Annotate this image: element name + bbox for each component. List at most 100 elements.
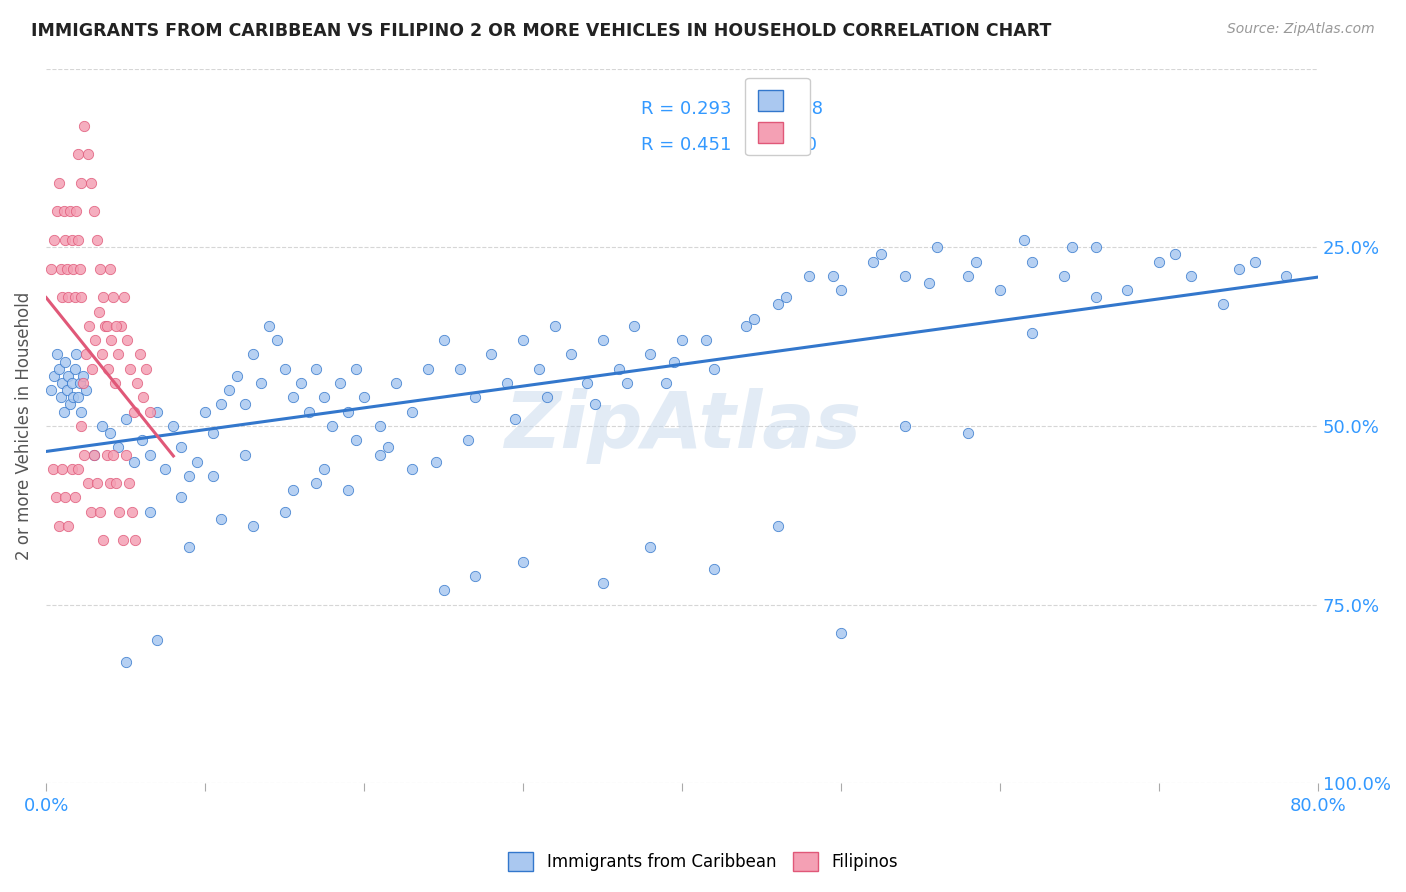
Point xyxy=(290,376,312,390)
Point xyxy=(46,347,69,361)
Point xyxy=(48,519,70,533)
Point xyxy=(60,376,83,390)
Point xyxy=(108,505,131,519)
Point xyxy=(536,390,558,404)
Point xyxy=(76,476,98,491)
Point xyxy=(1227,261,1250,276)
Point xyxy=(457,434,479,448)
Point xyxy=(1116,283,1139,297)
Point xyxy=(988,283,1011,297)
Legend: , : , xyxy=(745,78,810,155)
Point xyxy=(59,397,82,411)
Point xyxy=(377,441,399,455)
Point xyxy=(965,254,987,268)
Point xyxy=(76,147,98,161)
Point xyxy=(337,404,360,418)
Point xyxy=(1053,268,1076,283)
Point xyxy=(433,333,456,347)
Point xyxy=(93,290,115,304)
Point xyxy=(775,290,797,304)
Point xyxy=(105,318,128,333)
Point xyxy=(1275,268,1298,283)
Point xyxy=(80,505,103,519)
Point xyxy=(893,419,915,434)
Point xyxy=(1147,254,1170,268)
Point xyxy=(135,361,157,376)
Point xyxy=(48,176,70,190)
Point xyxy=(60,233,83,247)
Point xyxy=(39,383,62,397)
Point xyxy=(416,361,439,376)
Point xyxy=(101,448,124,462)
Point xyxy=(73,119,96,133)
Point xyxy=(122,404,145,418)
Legend: Immigrants from Caribbean, Filipinos: Immigrants from Caribbean, Filipinos xyxy=(501,843,905,880)
Point xyxy=(94,318,117,333)
Point xyxy=(1212,297,1234,311)
Point xyxy=(52,204,75,219)
Point xyxy=(233,397,256,411)
Point xyxy=(124,533,146,548)
Point xyxy=(96,318,118,333)
Point xyxy=(893,268,915,283)
Point xyxy=(179,541,201,555)
Point xyxy=(56,383,79,397)
Y-axis label: 2 or more Vehicles in Household: 2 or more Vehicles in Household xyxy=(15,292,32,560)
Point xyxy=(48,361,70,376)
Point xyxy=(41,462,63,476)
Point xyxy=(640,541,662,555)
Point xyxy=(623,318,645,333)
Point xyxy=(51,462,73,476)
Point xyxy=(616,376,638,390)
Point xyxy=(242,347,264,361)
Point xyxy=(56,261,79,276)
Point xyxy=(98,426,121,441)
Point xyxy=(862,254,884,268)
Point xyxy=(202,469,225,483)
Point xyxy=(250,376,273,390)
Point xyxy=(53,233,76,247)
Point xyxy=(89,505,111,519)
Point xyxy=(129,347,152,361)
Point xyxy=(401,404,423,418)
Point xyxy=(703,562,725,576)
Point xyxy=(69,376,91,390)
Point xyxy=(66,147,89,161)
Point xyxy=(695,333,717,347)
Point xyxy=(1084,290,1107,304)
Point xyxy=(464,569,486,583)
Point xyxy=(86,233,108,247)
Point xyxy=(170,441,193,455)
Point xyxy=(703,361,725,376)
Point xyxy=(233,448,256,462)
Point xyxy=(1180,268,1202,283)
Point xyxy=(425,455,447,469)
Point xyxy=(209,512,232,526)
Point xyxy=(273,361,295,376)
Point xyxy=(162,419,184,434)
Point xyxy=(70,419,93,434)
Point xyxy=(194,404,217,418)
Point xyxy=(87,304,110,318)
Point xyxy=(121,505,143,519)
Point xyxy=(1012,233,1035,247)
Point xyxy=(766,297,789,311)
Point xyxy=(58,368,80,383)
Point xyxy=(90,347,112,361)
Point xyxy=(60,462,83,476)
Text: R = 0.293   N = 148: R = 0.293 N = 148 xyxy=(641,100,824,118)
Point xyxy=(799,268,821,283)
Point xyxy=(75,383,97,397)
Point xyxy=(72,376,94,390)
Point xyxy=(925,240,948,254)
Point xyxy=(1021,326,1043,340)
Point xyxy=(1060,240,1083,254)
Point xyxy=(209,397,232,411)
Point xyxy=(51,376,73,390)
Point xyxy=(70,176,93,190)
Point xyxy=(98,261,121,276)
Point xyxy=(96,448,118,462)
Point xyxy=(917,276,939,290)
Point xyxy=(607,361,630,376)
Point xyxy=(314,462,336,476)
